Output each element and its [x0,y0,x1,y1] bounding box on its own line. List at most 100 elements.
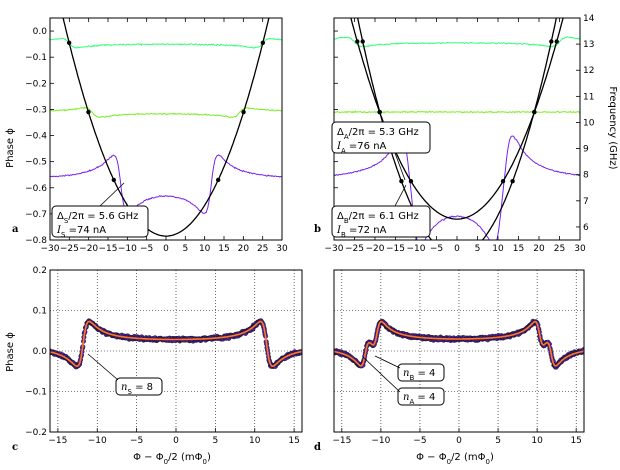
panel-b-annotation-b-line2: IB =72 nA [336,225,387,239]
panel-a-xtick-label: 30 [276,244,288,254]
panel-a-ytick-label: −0.2 [25,79,47,89]
panel-b-xtick-label: 0 [454,244,460,254]
panel-a-ytick-label: −0.1 [25,53,47,63]
panel-d-xtick-label: 10 [531,436,543,446]
panel-b-crossing-point [554,39,559,44]
panel-b-xtick-label: 30 [574,244,586,254]
panel-b-parabola-0 [350,18,564,220]
panel-b-xtick-label: 10 [492,244,504,254]
panel-c-annotation-pointer [87,353,119,381]
panel-a-xtick-label: 25 [257,244,268,254]
panel-d-letter: d [314,442,321,453]
panel-a-xtick-label: 10 [199,244,211,254]
panel-a-xtick-label: −10 [118,244,137,254]
panel-c-ytick-label: −0.1 [25,388,47,398]
panel-b-parabola-1 [357,18,557,240]
panel-a-xtick-label: −15 [99,244,118,254]
panel-a-crossing-point [66,40,72,46]
panel-b-y2tick-label: 9 [583,145,589,155]
panel-b-letter: b [314,224,321,235]
panel-a-ytick-label: 0.0 [33,27,48,37]
panel-b-y2tick-label: 8 [583,171,589,181]
panel-a-ytick-label: −0.3 [25,105,47,115]
panel-c-xtick-label: 10 [249,436,261,446]
panel-b: −30 −25 −20 −15 −10 −5 0 5 10 15 20 25 30 6 7 8 9 10 11 12 1… [325,14,595,254]
panel-b-xtick-label: −5 [430,244,443,254]
panel-b-xtick-label: 15 [513,244,524,254]
panel-b-series-0-line [334,36,580,48]
panel-b-crossing-point [500,179,506,184]
panel-b-series-2-line [334,135,580,240]
panel-a-xtick-label: −25 [60,244,79,254]
panel-d-plot-area [334,318,584,370]
panel-a-xtick-label: 20 [238,244,250,254]
panel-b-y2tick-label: 12 [583,66,594,76]
panel-b-xtick-label: −10 [407,244,426,254]
panel-b-series-1-line [334,110,580,114]
panel-b-xtick-label: −30 [325,244,344,254]
panel-c-annotation-text: nS = 8 [121,382,153,396]
panel-b-annotation-a-box [331,121,431,154]
panel-a-crossing-point [86,109,91,115]
panel-b-annotation-b-line1: ΔB/2π = 6.1 GHz [337,211,419,225]
panel-d-annotation-a-text: nA = 4 [403,392,435,406]
panel-b-xtick-label: −15 [386,244,405,254]
panel-a-ylabel: Phase ϕ [5,128,16,168]
panel-d-xtick-label: −10 [371,436,390,446]
panel-b-xtick-label: 5 [475,244,481,254]
panel-a: −30 −25 −20 −15 −10 −5 0 5 10 15 20 25 30 0.0 −0.1 −0.2… [25,17,288,254]
panel-c-xtick-label: 5 [213,436,219,446]
panel-c-ytick-label: 0.1 [33,307,47,317]
panel-d-annotation-b-text: nB = 4 [403,368,435,382]
panel-a-xtick-label: 5 [182,244,188,254]
panel-a-letter: a [12,224,19,235]
panel-c-xtick-label: −15 [48,436,67,446]
panel-a-ytick-label: −0.6 [25,184,47,194]
panel-c-ytick-label: 0.2 [33,266,47,276]
panel-a-crossing-point [241,109,246,115]
panel-b-annotation-a-pointer [394,152,406,181]
panel-b-xtick-label: −20 [366,244,385,254]
panel-a-ytick-label: −0.5 [25,158,47,168]
panel-c-plot-area [50,318,302,370]
panel-c-xtick-label: 15 [288,436,299,446]
panel-b-crossing-point [510,179,515,184]
panel-b-y2tick-label: 10 [583,118,595,128]
panel-a-plot-area [50,18,282,237]
panel-a-xtick-label: 0 [163,244,169,254]
panel-c-annotation-box [115,377,163,396]
panel-b-crossing-point [377,109,382,115]
panel-d-fit-curve [334,320,584,367]
panel-b-annotation-a-line2: IA =76 nA [336,141,387,155]
panel-b-crossing-point [549,39,554,44]
panel-d-annotation-b-box [397,363,445,382]
panel-a-ytick-label: −0.8 [25,236,47,246]
panel-d-xtick-label: 15 [570,436,581,446]
panel-d-annotation-b-pointer [374,355,401,369]
panel-b-plot-area [334,18,580,240]
panel-a-series-0-line [50,37,282,49]
panel-a-ytick-label: −0.4 [25,132,47,142]
panel-a-parabola-0 [62,18,270,237]
panel-d-xtick-label: −5 [413,436,426,446]
panel-b-y2tick-label: 14 [583,14,595,24]
panel-a-xtick-label: −30 [41,244,60,254]
panel-d-annotation-a-pointer [362,356,401,393]
panel-c-ytick-label: −0.2 [25,428,47,438]
panel-b-y2label: Frequency (GHz) [607,86,618,169]
panel-b-crossing-point [532,109,537,115]
panel-b-annotation-b-pointer [394,184,407,207]
panel-d-xtick-label: 5 [495,436,501,446]
panel-b-xtick-label: 20 [533,244,545,254]
panel-b-y2tick-label: 6 [583,223,589,233]
panel-b-crossing-point [355,39,360,44]
panel-c: −15 −10 −5 0 5 10 15 0.2 0.1 0.0 −0.1 −0.2 nS = 8 [25,266,303,446]
panel-c-xtick-label: −5 [130,436,143,446]
panel-c-xtick-label: 0 [173,436,179,446]
panel-b-crossing-point [408,179,414,184]
panel-a-annotation-line2: IS =74 nA [56,225,106,239]
panel-b-crossing-point [399,179,404,184]
panel-c-grid [50,269,302,433]
panel-d: −15 −10 −5 0 5 10 15 nB = 4 nA = 4 [332,269,585,446]
